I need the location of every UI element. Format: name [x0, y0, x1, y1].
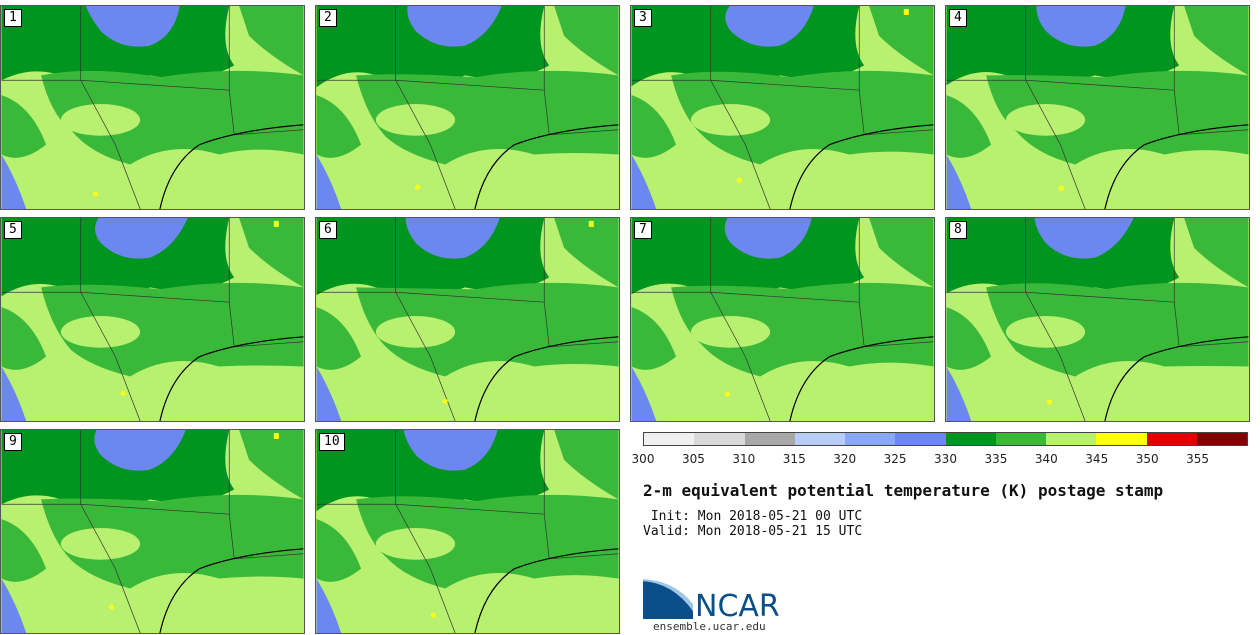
product-title: 2-m equivalent potential temperature (K)… [643, 481, 1164, 500]
colorbar-segment [694, 433, 745, 445]
ensemble-member-panel-10: 10 [315, 429, 620, 634]
ensemble-member-panel-9: 9 [0, 429, 305, 634]
colorbar-tick-label: 300 [631, 452, 655, 466]
member-map [316, 6, 619, 209]
member-number-label: 4 [949, 9, 967, 27]
member-map [631, 6, 934, 209]
colorbar-tick-label: 315 [782, 452, 806, 466]
colorbar-segment [744, 433, 795, 445]
member-number-label: 2 [319, 9, 337, 27]
member-number-label: 9 [4, 433, 22, 451]
colorbar-segment [1096, 433, 1147, 445]
colorbar-tick-label: 320 [833, 452, 857, 466]
member-map [316, 430, 619, 633]
member-number-label: 10 [319, 433, 345, 451]
member-number-label: 8 [949, 221, 967, 239]
member-map [316, 218, 619, 421]
member-map [946, 218, 1249, 421]
member-map [1, 6, 304, 209]
colorbar-tick-label: 340 [1034, 452, 1058, 466]
ensemble-member-panel-3: 3 [630, 5, 935, 210]
colorbar-tick-label: 345 [1085, 452, 1109, 466]
member-map [1, 430, 304, 633]
member-number-label: 1 [4, 9, 22, 27]
ensemble-member-panel-2: 2 [315, 5, 620, 210]
member-number-label: 6 [319, 221, 337, 239]
colorbar [643, 432, 1248, 446]
logo-swoosh-icon [643, 581, 693, 619]
colorbar-tick-label: 355 [1186, 452, 1210, 466]
colorbar-tick-label: 310 [732, 452, 756, 466]
ensemble-member-panel-8: 8 [945, 217, 1250, 422]
member-map [1, 218, 304, 421]
ensemble-member-panel-7: 7 [630, 217, 935, 422]
colorbar-tick-label: 305 [681, 452, 705, 466]
colorbar-tick-label: 350 [1135, 452, 1159, 466]
colorbar-tick-label: 325 [883, 452, 907, 466]
valid-time: Valid: Mon 2018-05-21 15 UTC [643, 524, 863, 539]
colorbar-segment [995, 433, 1046, 445]
ensemble-member-panel-4: 4 [945, 5, 1250, 210]
colorbar-segment [1196, 433, 1247, 445]
member-number-label: 3 [634, 9, 652, 27]
ncar-logo: NCAR [643, 579, 793, 624]
ensemble-member-panel-6: 6 [315, 217, 620, 422]
ensemble-member-panel-1: 1 [0, 5, 305, 210]
ensemble-member-panel-5: 5 [0, 217, 305, 422]
member-map [631, 218, 934, 421]
colorbar-segment [794, 433, 845, 445]
member-number-label: 5 [4, 221, 22, 239]
colorbar-tick-label: 335 [984, 452, 1008, 466]
colorbar-tick-labels: 300 305 310 315 320 325 330 335 340 345 350 355 [632, 452, 1253, 466]
member-number-label: 7 [634, 221, 652, 239]
colorbar-segment [1046, 433, 1097, 445]
colorbar-segment [945, 433, 996, 445]
colorbar-segment [845, 433, 896, 445]
colorbar-segment [895, 433, 946, 445]
colorbar-segment [644, 433, 695, 445]
site-url: ensemble.ucar.edu [653, 620, 766, 633]
colorbar-tick-label: 330 [934, 452, 957, 466]
member-map [946, 6, 1249, 209]
logo-wordmark: NCAR [695, 589, 780, 619]
colorbar-segment [1146, 433, 1197, 445]
init-time: Init: Mon 2018-05-21 00 UTC [643, 509, 863, 524]
